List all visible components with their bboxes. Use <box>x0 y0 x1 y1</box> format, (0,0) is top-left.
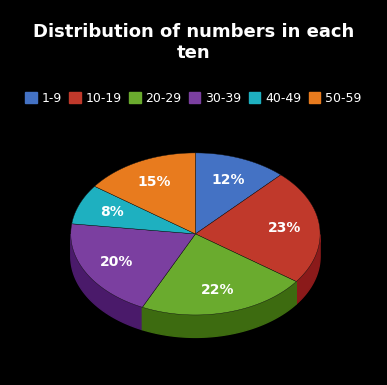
Polygon shape <box>72 186 195 234</box>
Text: 22%: 22% <box>201 283 235 298</box>
Polygon shape <box>142 281 296 337</box>
Polygon shape <box>296 235 320 304</box>
Text: 12%: 12% <box>212 173 245 187</box>
Polygon shape <box>142 234 296 315</box>
Text: 20%: 20% <box>100 255 134 269</box>
Legend: 1-9, 10-19, 20-29, 30-39, 40-49, 50-59: 1-9, 10-19, 20-29, 30-39, 40-49, 50-59 <box>21 87 366 110</box>
Text: 23%: 23% <box>268 221 301 236</box>
Text: 8%: 8% <box>100 206 124 219</box>
Polygon shape <box>71 234 142 330</box>
Text: 15%: 15% <box>138 175 171 189</box>
Polygon shape <box>195 175 320 281</box>
Text: Distribution of numbers in each
ten: Distribution of numbers in each ten <box>33 23 354 62</box>
Polygon shape <box>195 153 281 234</box>
Polygon shape <box>71 224 195 307</box>
Polygon shape <box>94 153 195 234</box>
